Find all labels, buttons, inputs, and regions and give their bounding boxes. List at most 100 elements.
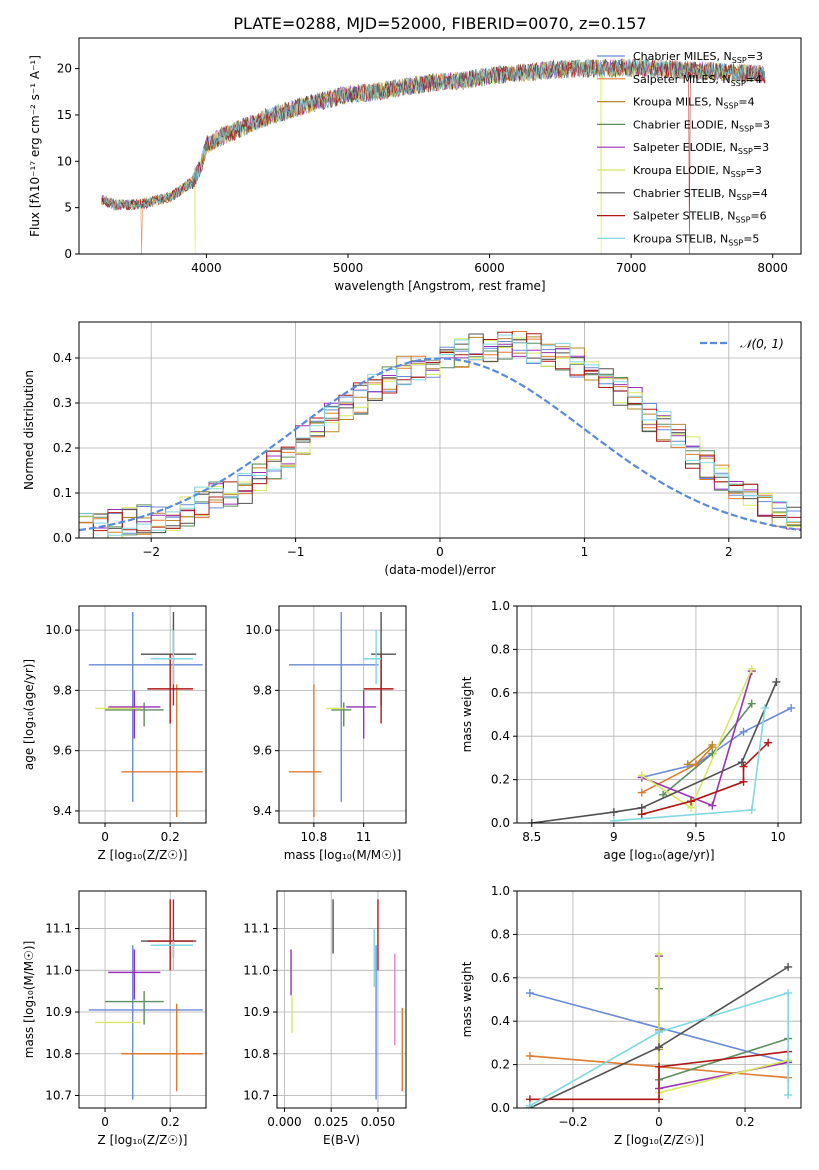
legend-nssp-value: =4 xyxy=(746,73,762,86)
x-tick-label: 8000 xyxy=(757,261,788,275)
legend-nssp-value: =5 xyxy=(743,232,759,245)
y-tick-label: 9.4 xyxy=(253,804,272,818)
legend-subscript: SSP xyxy=(731,170,746,179)
y-tick-label: 9.8 xyxy=(53,683,72,697)
x-axis-label: age [log₁₀(age/yr)] xyxy=(603,848,714,862)
legend-nssp-value: =3 xyxy=(747,50,763,63)
legend-model-name: Chabrier ELODIE, N xyxy=(633,118,739,131)
legend-model-name: Chabrier MILES, N xyxy=(633,50,732,63)
plus-marker xyxy=(525,988,534,997)
plus-marker xyxy=(683,760,692,769)
error-cross xyxy=(121,1003,203,1092)
plus-marker xyxy=(764,738,773,747)
age-vs-mass-frame xyxy=(278,605,407,824)
error-cross xyxy=(108,949,161,1000)
y-tick-label: 9.8 xyxy=(253,683,272,697)
legend-model-name: Salpeter ELODIE, N xyxy=(633,141,738,154)
legend-subscript: SSP xyxy=(723,102,738,111)
plus-marker xyxy=(737,758,746,767)
error-cross xyxy=(105,991,164,1025)
y-tick-label: 11.1 xyxy=(45,922,72,936)
error-cross xyxy=(147,654,193,724)
legend-nssp-value: =4 xyxy=(738,96,754,109)
x-tick-label: 0 xyxy=(101,1115,109,1129)
x-tick-label: 10 xyxy=(770,830,785,844)
x-tick-label: 0.000 xyxy=(267,1115,301,1129)
y-axis-label: mass weight xyxy=(460,961,474,1037)
y-tick-label: 10 xyxy=(57,154,72,168)
x-tick-label: 8.5 xyxy=(522,830,541,844)
x-axis-label: Z [log₁₀(Z/Z☉)] xyxy=(614,1133,704,1147)
plus-marker xyxy=(787,703,796,712)
x-tick-label: 0.2 xyxy=(161,1115,180,1129)
mass-vs-Z-frame xyxy=(78,890,207,1109)
legend-entry: Chabrier ELODIE, NSSP=3 xyxy=(633,118,770,133)
legend-nssp-value: =3 xyxy=(754,118,770,131)
y-axis-label: age [log₁₀(age/yr)] xyxy=(22,659,36,770)
plus-marker xyxy=(760,703,769,712)
plus-marker xyxy=(525,1101,534,1108)
x-tick-label: 6000 xyxy=(474,261,505,275)
legend-entry: Salpeter MILES, NSSP=4 xyxy=(633,73,762,88)
x-tick-label: 0 xyxy=(436,545,444,559)
mass-weight-vs-age-plot-area xyxy=(517,606,801,823)
legend-subscript: SSP xyxy=(737,193,752,202)
y-axis-label: mass [log₁₀(M/M☉)] xyxy=(22,941,36,1059)
mass-weight-line xyxy=(529,1050,789,1101)
plus-marker xyxy=(655,1062,663,1071)
x-tick-label: 0 xyxy=(101,830,109,844)
legend-model-name: Salpeter STELIB, N xyxy=(633,210,735,223)
x-tick-label: 5000 xyxy=(333,261,364,275)
x-tick-label: 4000 xyxy=(191,261,222,275)
residual-histogram-step xyxy=(79,334,801,536)
x-tick-label: 9.5 xyxy=(686,830,705,844)
error-cross xyxy=(346,690,377,739)
legend-nssp-value: =4 xyxy=(752,187,768,200)
plus-marker xyxy=(739,762,748,771)
mass-weight-line xyxy=(529,991,789,1107)
y-tick-label: 10.7 xyxy=(243,1088,270,1102)
error-cross xyxy=(288,684,322,817)
x-axis-label: Z [log₁₀(Z/Z☉)] xyxy=(98,848,188,862)
y-tick-label: 0.8 xyxy=(491,927,510,941)
legend-subscript: SSP xyxy=(728,238,743,247)
plus-marker xyxy=(784,988,793,997)
y-tick-label: 0.0 xyxy=(53,531,72,545)
age-vs-Z-frame xyxy=(78,605,207,824)
y-tick-label: 0.0 xyxy=(491,1101,510,1115)
spectrum-frame xyxy=(78,37,802,255)
error-cross xyxy=(147,899,193,971)
y-tick-label: 0.2 xyxy=(53,441,72,455)
y-tick-label: 10.8 xyxy=(243,1047,270,1061)
legend-nssp-value: =3 xyxy=(746,164,762,177)
y-tick-label: 0.3 xyxy=(53,396,72,410)
residuals-legend: 𝒩(0, 1) xyxy=(700,337,784,351)
plus-marker xyxy=(739,727,748,736)
legend-entry: Chabrier MILES, NSSP=3 xyxy=(633,50,763,65)
age-vs-mass-plot-area xyxy=(279,606,406,823)
y-tick-label: 10.9 xyxy=(243,1005,270,1019)
legend-entry: Salpeter ELODIE, NSSP=3 xyxy=(633,141,769,156)
chart-mass-vs-ebv: 0.000 0.025 0.050 10.7 10.8 10.9 11.0 11.1 E(B-V… xyxy=(243,890,407,1147)
legend-subscript: SSP xyxy=(735,216,750,225)
error-cross xyxy=(150,941,193,971)
y-axis-label: Flux [fλ10⁻¹⁷ erg cm⁻² s⁻¹ A⁻¹] xyxy=(28,55,42,237)
legend-entry: Salpeter STELIB, NSSP=6 xyxy=(633,210,767,225)
y-tick-label: 0.4 xyxy=(491,1014,510,1028)
legend-entry: Chabrier STELIB, NSSP=4 xyxy=(633,187,768,202)
plus-marker xyxy=(609,816,618,823)
spectrum-series-line xyxy=(101,58,766,254)
plus-marker xyxy=(655,1028,663,1037)
plus-marker xyxy=(655,1043,663,1052)
plus-marker xyxy=(708,801,717,810)
mass-vs-ebv-frame xyxy=(276,890,407,1109)
y-tick-label: 11.1 xyxy=(243,922,270,936)
chart-mass-weight-vs-Z: −0.2 0 0.2 0.0 0.2 0.4 0.6 0.8 1.0 Z [log₁₀(Z/Z☉)… xyxy=(460,884,802,1147)
x-tick-label: 1 xyxy=(581,545,589,559)
y-tick-label: 9.6 xyxy=(253,744,272,758)
x-axis-label: (data-model)/error xyxy=(384,563,495,577)
legend-subscript: SSP xyxy=(731,79,746,88)
plus-marker xyxy=(784,1090,793,1099)
mass-weight-vs-Z-plot-area xyxy=(517,891,801,1108)
